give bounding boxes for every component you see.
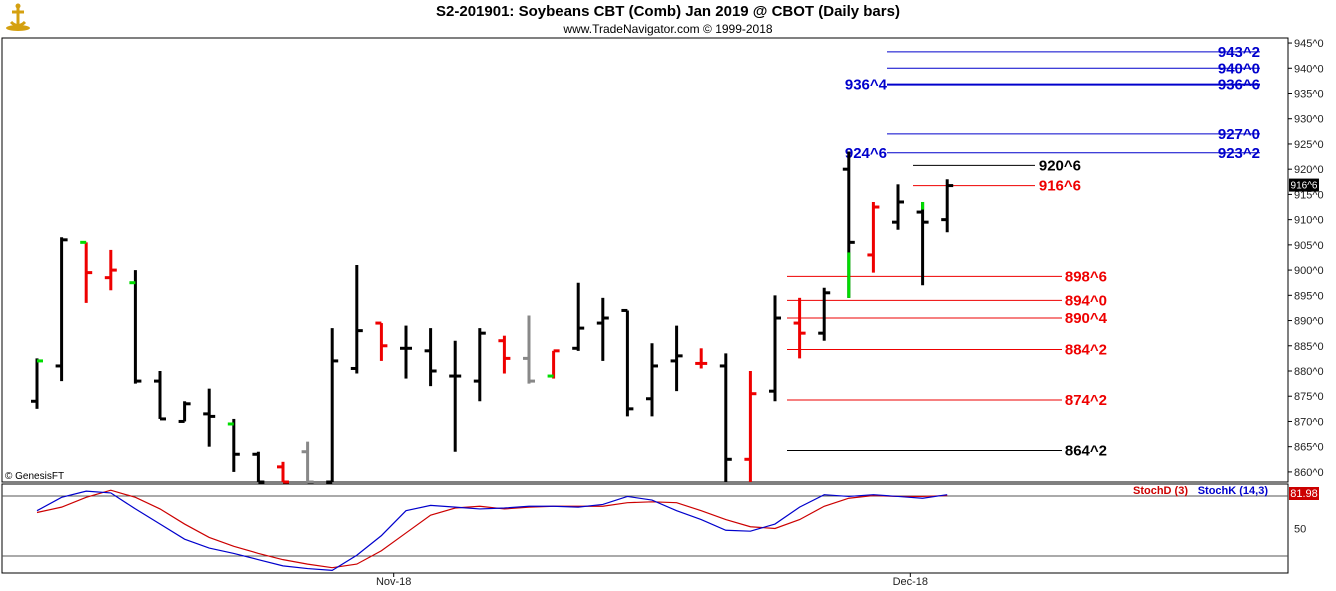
price-tick-label: 930^0 [1294, 114, 1324, 126]
ohlc-bar [769, 295, 781, 402]
ohlc-bar [31, 358, 43, 409]
ohlc-bar [55, 237, 68, 382]
ohlc-bar [178, 401, 191, 423]
level-label: 864^2 [1065, 442, 1107, 459]
price-tick-label: 910^0 [1294, 215, 1324, 227]
ohlc-bar [104, 249, 117, 291]
level-label: 916^6 [1039, 178, 1081, 195]
level-label: 920^6 [1039, 157, 1081, 174]
ohlc-bar [326, 328, 339, 484]
ohlc-bar [670, 325, 683, 392]
ohlc-bar [596, 297, 609, 361]
stochastic-panel [1, 483, 1289, 574]
ohlc-bar [80, 240, 93, 303]
ohlc-bar [695, 348, 708, 369]
chart-subtitle: www.TradeNavigator.com © 1999-2018 [563, 22, 773, 36]
ohlc-bar [621, 308, 634, 417]
stoch-k-line [36, 490, 948, 571]
ohlc-bar [424, 328, 437, 387]
price-tick-label: 915^0 [1294, 189, 1324, 201]
ohlc-bars [31, 151, 954, 484]
ohlc-bar [449, 340, 462, 452]
ohlc-bar [473, 328, 486, 402]
date-label: Nov-18 [376, 576, 411, 588]
price-tick-label: 860^0 [1294, 467, 1324, 479]
price-axis: 860^0 865^0 870^0 875^0 880^0 885^0 890^0 895^0… [1288, 38, 1324, 479]
stoch-k-legend: StochK (14,3) [1198, 485, 1269, 497]
level-label: 940^0 [1218, 60, 1260, 77]
price-tick-label: 935^0 [1294, 89, 1324, 101]
ohlc-bar [719, 353, 732, 482]
level-label: 923^2 [1218, 145, 1260, 162]
level-label: 898^6 [1065, 268, 1107, 285]
ohlc-bar [498, 335, 511, 374]
level-label: 894^0 [1065, 292, 1107, 309]
ohlc-bar [227, 418, 240, 472]
ohlc-bar [941, 179, 954, 233]
ohlc-bar [375, 321, 388, 361]
price-tick-label: 940^0 [1294, 63, 1324, 75]
stoch-tick-50: 50 [1294, 524, 1306, 536]
ohlc-bar [203, 388, 216, 447]
ohlc-bar [916, 201, 929, 286]
ohlc-bar [400, 325, 412, 379]
copyright-label: © GenesisFT [5, 471, 64, 482]
level-left-label: 924^6 [845, 145, 887, 162]
ohlc-bar [350, 265, 363, 374]
stoch-d-line [36, 489, 948, 569]
stoch-d-legend: StochD (3) [1133, 485, 1188, 497]
price-tick-label: 865^0 [1294, 442, 1324, 454]
price-panel [1, 37, 1289, 483]
date-label: Dec-18 [893, 576, 928, 588]
ohlc-bar [842, 151, 855, 298]
price-tick-label: 895^0 [1294, 290, 1324, 302]
price-tick-label: 890^0 [1294, 316, 1324, 328]
ohlc-bar [818, 287, 831, 341]
last-price-label: 916^6 [1291, 181, 1318, 192]
ohlc-bar [793, 297, 806, 359]
price-tick-label: 885^0 [1294, 341, 1324, 353]
price-tick-label: 920^0 [1294, 164, 1324, 176]
ohlc-bar [892, 184, 904, 230]
trade-navigator-logo [3, 2, 33, 32]
ohlc-bar [572, 282, 585, 351]
ohlc-bar [867, 201, 880, 273]
price-tick-label: 925^0 [1294, 139, 1324, 151]
level-label: 943^2 [1218, 44, 1260, 61]
price-tick-label: 900^0 [1294, 265, 1324, 277]
price-tick-label: 880^0 [1294, 366, 1324, 378]
level-left-label: 936^4 [845, 77, 888, 94]
ohlc-bar [129, 270, 142, 384]
ohlc-bar [547, 349, 560, 379]
level-label: 884^2 [1065, 342, 1107, 359]
level-label: 936^6 [1218, 77, 1260, 94]
chart-title: S2-201901: Soybeans CBT (Comb) Jan 2019 … [436, 3, 900, 20]
ohlc-bar [744, 371, 757, 482]
ohlc-bar [646, 343, 658, 417]
level-label: 927^0 [1218, 126, 1260, 143]
stochastic-lines [36, 489, 948, 571]
level-label: 890^4 [1065, 310, 1108, 327]
price-tick-label: 905^0 [1294, 240, 1324, 252]
price-tick-label: 870^0 [1294, 416, 1324, 428]
stoch-last-value-box [1289, 487, 1319, 500]
date-axis: Nov-18 Dec-18 [376, 573, 928, 588]
ohlc-bar [154, 371, 166, 421]
ohlc-bar [252, 451, 265, 484]
ohlc-bar [277, 461, 289, 484]
ohlc-bar [301, 441, 314, 484]
level-label: 874^2 [1065, 392, 1107, 409]
price-tick-label: 875^0 [1294, 391, 1324, 403]
stoch-last-value: 81.98 [1290, 488, 1318, 500]
last-price-box [1289, 178, 1319, 192]
price-tick-label: 945^0 [1294, 38, 1324, 50]
ohlc-bar [523, 315, 535, 384]
